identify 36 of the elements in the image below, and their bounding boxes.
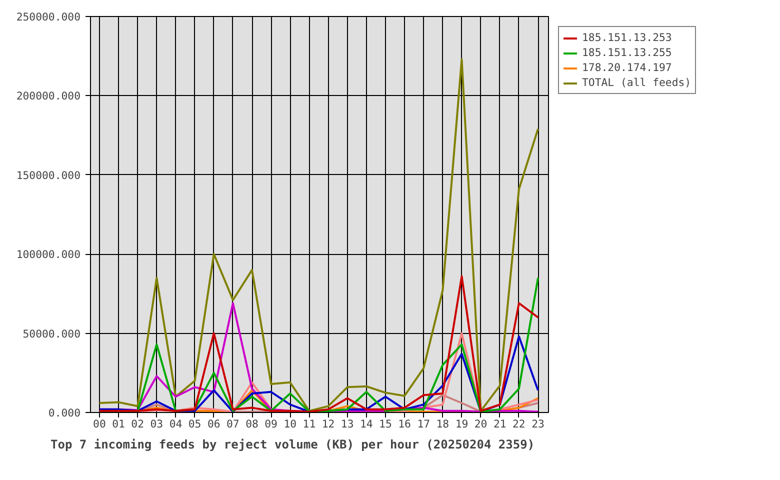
y-tick-label: 150000.000 bbox=[16, 168, 80, 182]
x-tick-label: 14 bbox=[360, 418, 373, 430]
legend-label: TOTAL (all feeds) bbox=[582, 76, 692, 89]
x-tick-label: 01 bbox=[112, 418, 125, 430]
y-tick-label: 0.000 bbox=[48, 406, 80, 420]
y-tick-label: 100000.000 bbox=[16, 248, 80, 262]
x-tick-label: 06 bbox=[207, 418, 220, 430]
x-tick-label: 16 bbox=[398, 418, 411, 430]
x-tick-label: 15 bbox=[379, 418, 392, 430]
x-tick-label: 13 bbox=[340, 418, 354, 430]
x-tick-label: 18 bbox=[436, 418, 450, 430]
x-tick-label: 20 bbox=[474, 418, 488, 430]
x-tick-label: 02 bbox=[131, 418, 144, 430]
x-tick-label: 00 bbox=[93, 418, 106, 430]
x-tick-label: 11 bbox=[302, 418, 316, 430]
x-tick-label: 21 bbox=[493, 418, 506, 430]
legend-label: 185.151.13.255 bbox=[582, 46, 672, 59]
x-tick-label: 19 bbox=[455, 418, 468, 430]
line-series bbox=[98, 58, 540, 412]
x-tick-label: 03 bbox=[150, 418, 164, 430]
x-tick-label: 10 bbox=[284, 418, 297, 430]
x-tick-label: 08 bbox=[246, 418, 258, 430]
legend-label: 178.20.174.197 bbox=[582, 61, 672, 74]
legend-label: 185.151.13.253 bbox=[582, 31, 672, 44]
x-tick-label: 05 bbox=[188, 418, 202, 430]
text: Top 7 incoming feeds by reject volume (KB) per hour (20250204 2359) bbox=[50, 438, 535, 452]
y-tick-label: 50000.000 bbox=[22, 327, 81, 340]
x-tick-label: 09 bbox=[264, 418, 278, 430]
x-tick-label: 12 bbox=[322, 418, 335, 430]
x-tick-label: 07 bbox=[226, 418, 240, 430]
x-tick-label: 23 bbox=[532, 418, 544, 430]
y-tick-label: 250000.000 bbox=[16, 10, 80, 24]
x-tick-label: 04 bbox=[169, 418, 182, 430]
x-tick-label: 17 bbox=[417, 418, 430, 430]
y-tick-label: 200000.000 bbox=[16, 90, 80, 103]
x-tick-label: 22 bbox=[512, 418, 526, 430]
